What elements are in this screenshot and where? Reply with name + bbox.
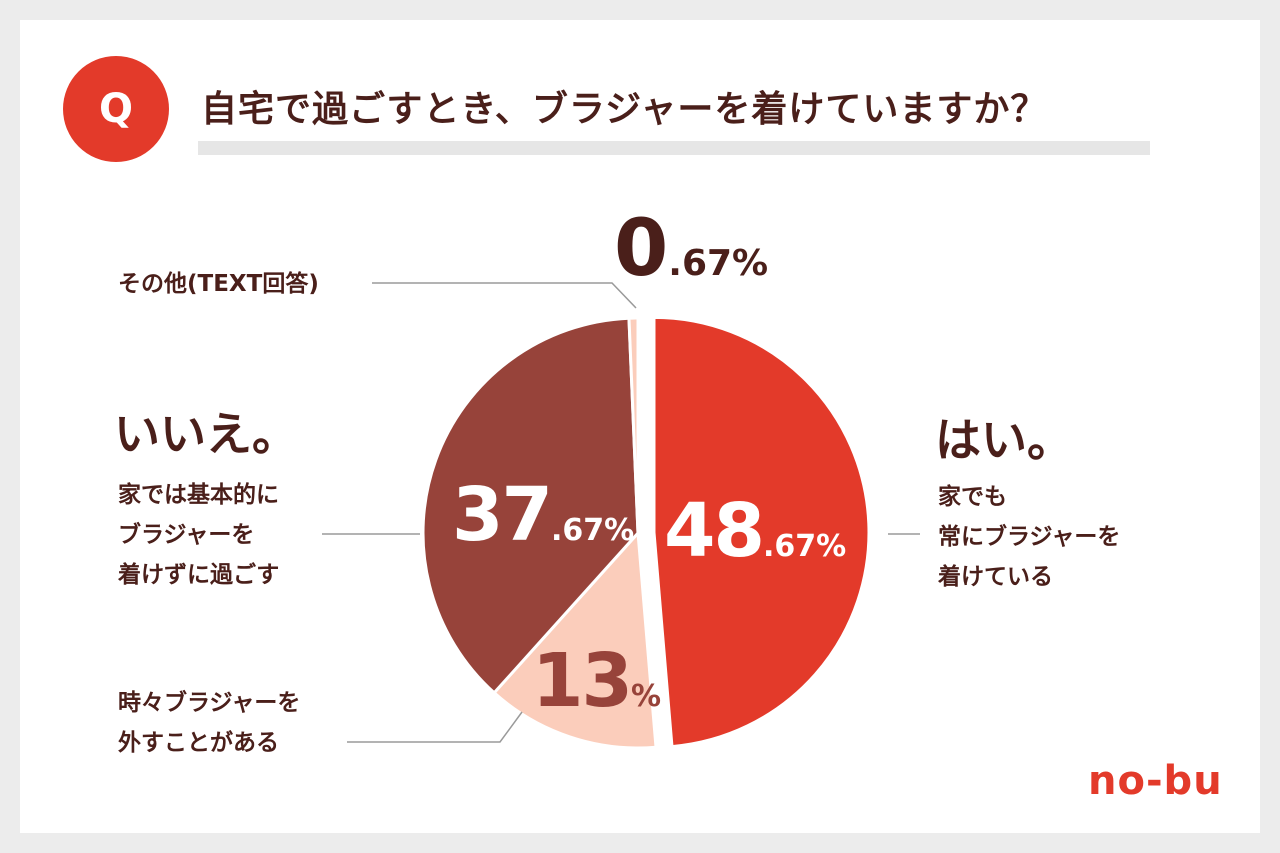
pct-label-sometimes-int: 13: [532, 638, 633, 724]
label-no-line-2: ブラジャーを: [118, 522, 255, 548]
question-badge: Q: [63, 56, 169, 162]
brand-logo: no-bu: [1088, 758, 1223, 804]
leader-line-other: [372, 282, 637, 309]
pct-label-other-int: 0: [614, 204, 669, 294]
pct-label-no: 37.67%: [452, 472, 634, 558]
pct-label-yes-dec: .67%: [762, 529, 847, 564]
pie-slice-yes: [652, 315, 871, 749]
label-yes-heading: はい。: [935, 413, 1073, 467]
pct-label-other-dec: .67%: [668, 243, 769, 284]
label-no-line-3: 着けずに過ごす: [118, 562, 280, 588]
label-no-heading: いいえ。: [114, 407, 298, 461]
pct-label-yes-int: 48: [664, 488, 765, 574]
pct-label-other: 0.67%: [614, 204, 768, 294]
question-badge-letter: Q: [98, 86, 133, 132]
leader-line-sometimes: [347, 711, 523, 743]
pct-label-yes: 48.67%: [664, 488, 846, 574]
title-underline: [198, 141, 1150, 155]
label-yes-line-3: 着けている: [938, 564, 1053, 590]
label-other: その他(TEXT回答): [118, 271, 319, 297]
label-yes-line-1: 家でも: [938, 484, 1007, 510]
pie-slice-other: [627, 316, 640, 534]
label-sometimes-line-1: 時々ブラジャーを: [118, 690, 301, 716]
question-title: 自宅で過ごすとき、ブラジャーを着けていますか？: [201, 89, 1048, 130]
label-sometimes-line-2: 外すことがある: [118, 730, 279, 756]
pie-slice-no: [421, 316, 640, 695]
pct-label-sometimes-dec: %: [630, 679, 662, 714]
pct-label-no-int: 37: [452, 472, 553, 558]
pie-slice-sometimes: [492, 529, 658, 750]
label-no-line-1: 家では基本的に: [118, 482, 279, 508]
label-yes-line-2: 常にブラジャーを: [938, 524, 1121, 550]
pct-label-sometimes: 13%: [532, 638, 661, 724]
pct-label-no-dec: .67%: [550, 513, 635, 548]
